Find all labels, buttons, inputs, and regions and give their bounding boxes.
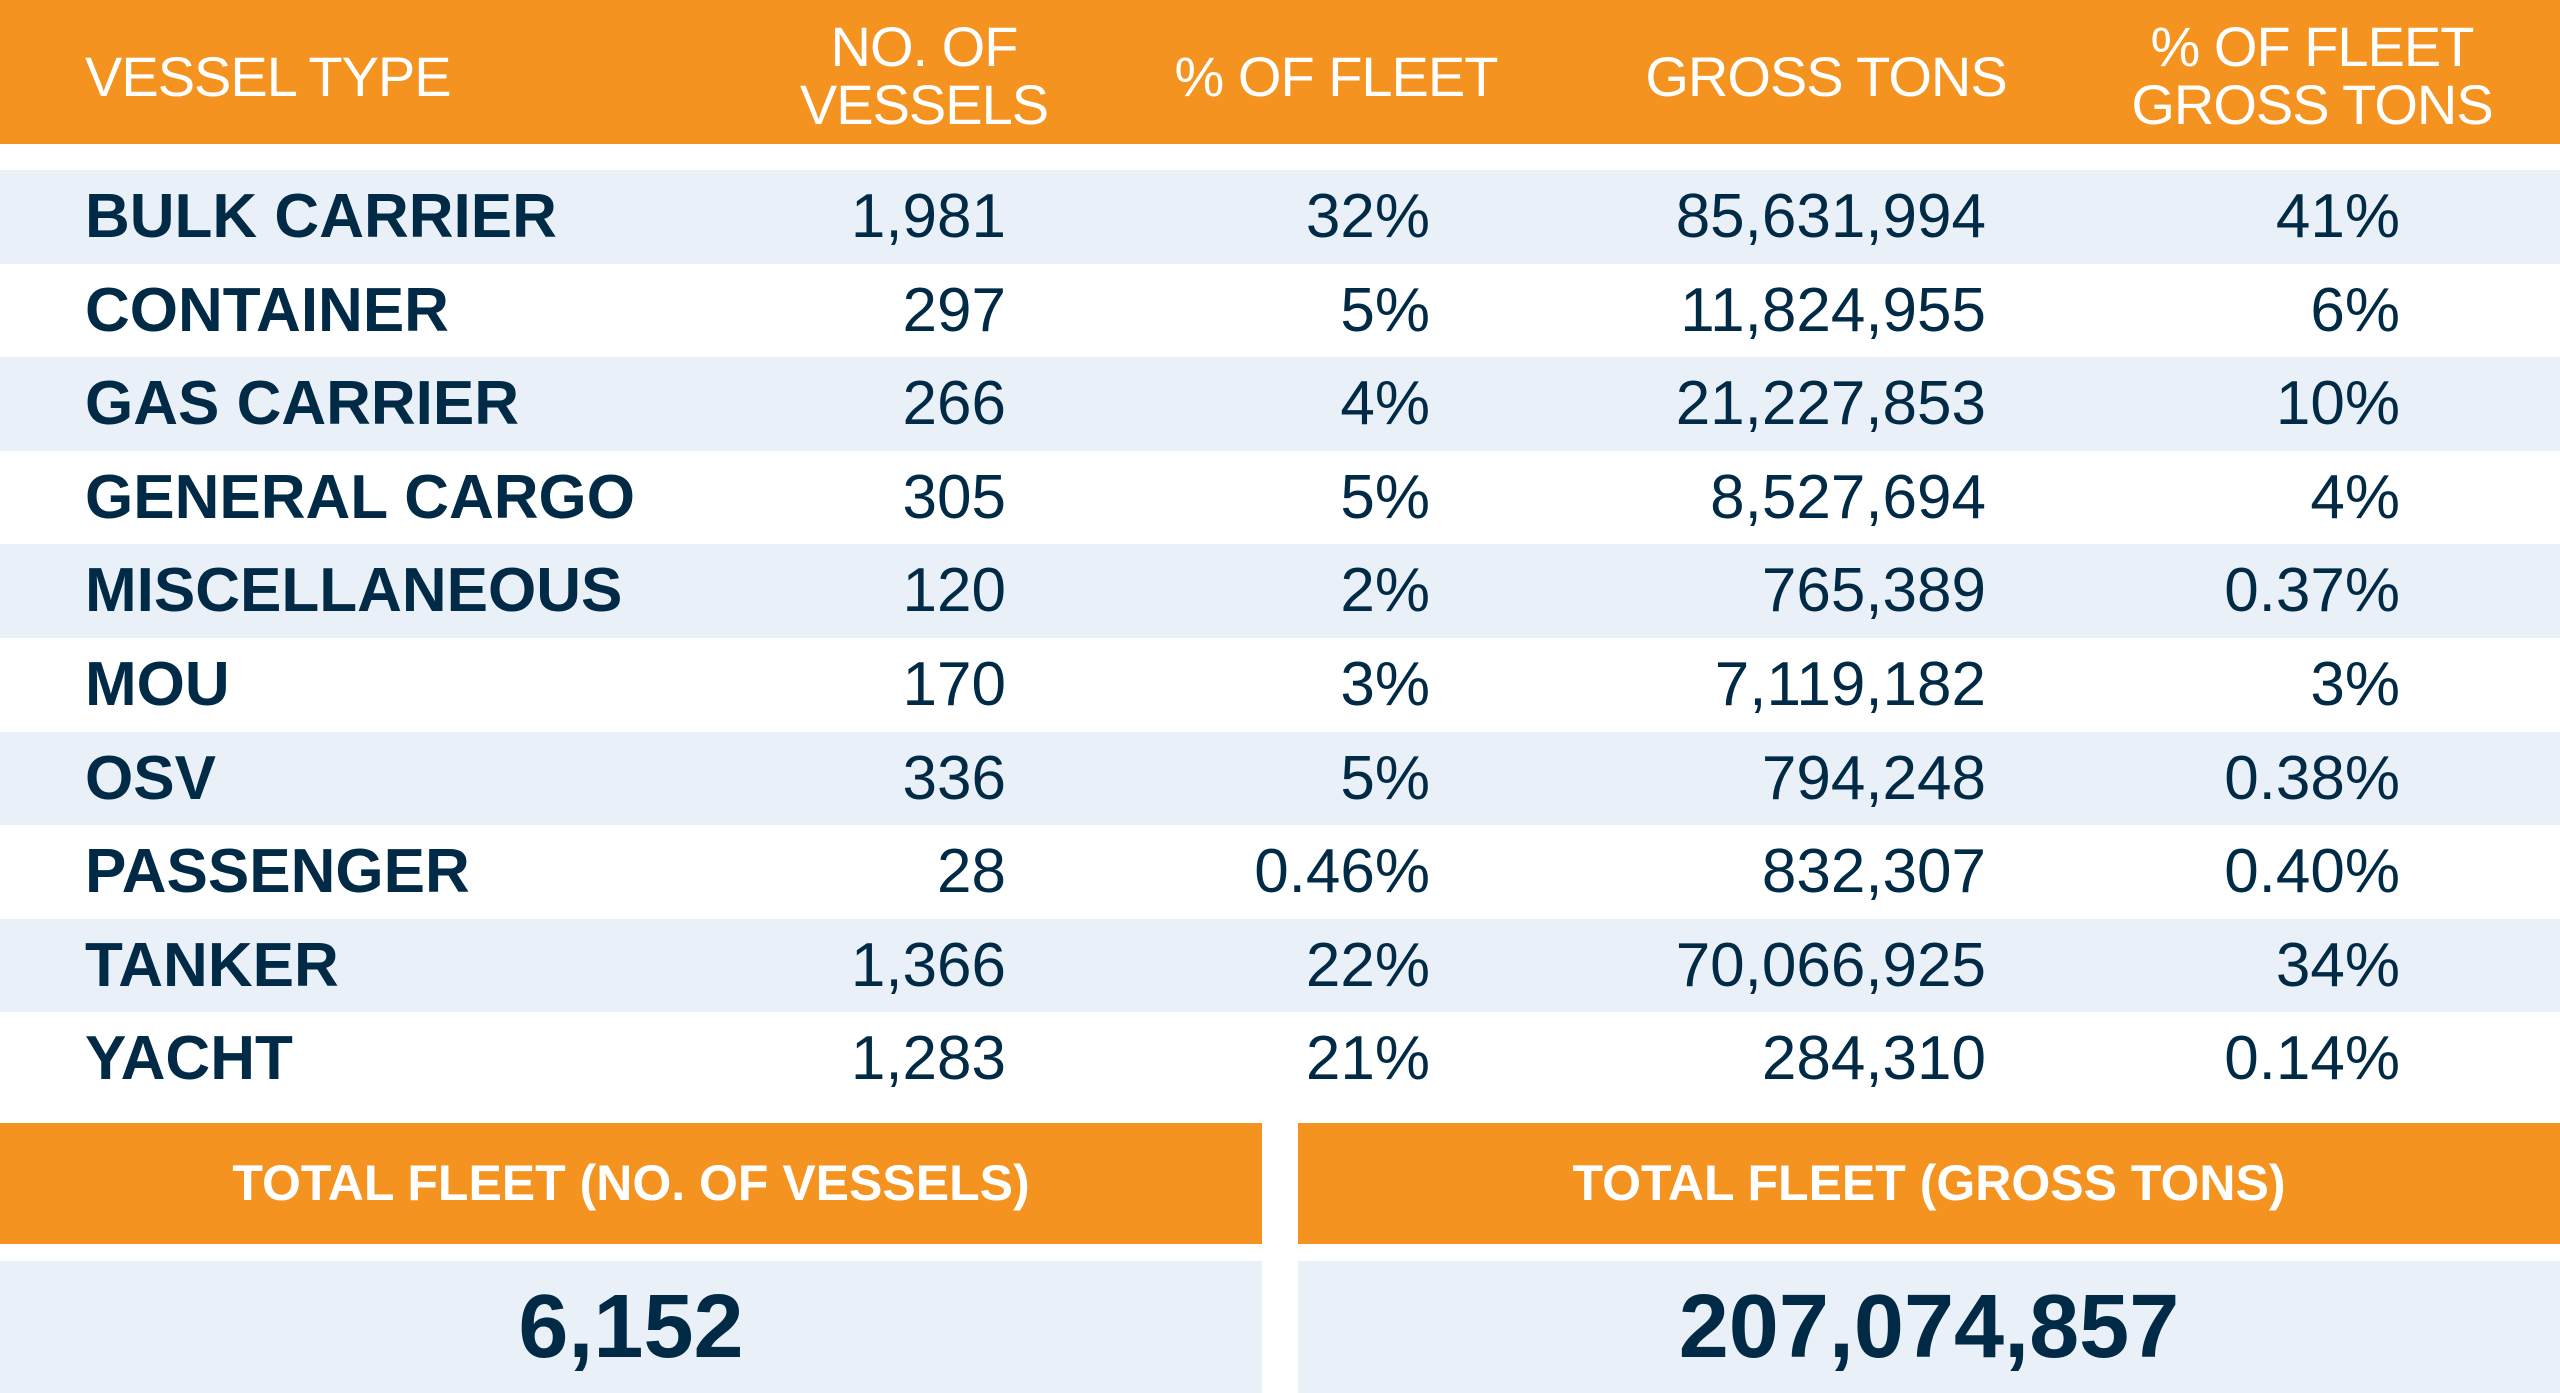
table-row: PASSENGER 28 0.46% 832,307 0.40% xyxy=(0,825,2560,919)
cell-no-vessels: 120 xyxy=(902,556,1006,626)
cell-no-vessels: 1,981 xyxy=(850,182,1006,251)
cell-vessel-type: GAS CARRIER xyxy=(85,369,520,439)
cell-pct-gross-tons: 3% xyxy=(2310,649,2400,719)
cell-gross-tons: 8,527,694 xyxy=(1710,462,1986,532)
cell-gross-tons: 765,389 xyxy=(1761,556,1986,626)
cell-pct-fleet: 22% xyxy=(1305,930,1430,1000)
cell-vessel-type: MISCELLANEOUS xyxy=(85,556,623,626)
table-row: TANKER 1,366 22% 70,066,925 34% xyxy=(0,918,2560,1013)
cell-pct-fleet: 5% xyxy=(1340,743,1430,813)
cell-gross-tons: 70,066,925 xyxy=(1675,930,1986,1000)
total-tons-label: TOTAL FLEET (GROSS TONS) xyxy=(1298,1123,2560,1244)
cell-pct-gross-tons: 41% xyxy=(2275,182,2400,251)
cell-vessel-type: MOU xyxy=(85,649,230,719)
cell-gross-tons: 832,307 xyxy=(1761,837,1986,907)
header-pct-fleet: % OF FLEET xyxy=(1174,45,1499,108)
table-row: OSV 336 5% 794,248 0.38% xyxy=(0,731,2560,826)
cell-pct-gross-tons: 10% xyxy=(2275,369,2400,439)
cell-no-vessels: 297 xyxy=(902,275,1006,345)
cell-pct-gross-tons: 34% xyxy=(2275,930,2400,1000)
cell-pct-gross-tons: 4% xyxy=(2310,462,2400,532)
cell-pct-fleet: 0.46% xyxy=(1254,837,1430,907)
header-no-vessels-line1: NO. OF xyxy=(830,15,1019,78)
cell-no-vessels: 1,283 xyxy=(850,1024,1006,1094)
cell-no-vessels: 28 xyxy=(937,837,1006,907)
table-row: GAS CARRIER 266 4% 21,227,853 10% xyxy=(0,357,2560,451)
cell-pct-fleet: 32% xyxy=(1305,182,1430,251)
table-row: MOU 170 3% 7,119,182 3% xyxy=(0,638,2560,732)
cell-pct-fleet: 21% xyxy=(1305,1024,1430,1094)
header-no-vessels-line2: VESSELS xyxy=(799,73,1049,136)
cell-no-vessels: 266 xyxy=(902,369,1006,439)
cell-gross-tons: 85,631,994 xyxy=(1675,182,1986,251)
header-pct-gross-tons: % OF FLEET GROSS TONS xyxy=(2082,18,2542,134)
cell-vessel-type: TANKER xyxy=(85,930,339,1000)
cell-pct-gross-tons: 0.40% xyxy=(2224,837,2400,907)
cell-no-vessels: 1,366 xyxy=(850,930,1006,1000)
table-row: CONTAINER 297 5% 11,824,955 6% xyxy=(0,264,2560,358)
cell-pct-gross-tons: 0.38% xyxy=(2224,743,2400,813)
header-no-vessels: NO. OF VESSELS xyxy=(774,18,1074,134)
cell-gross-tons: 7,119,182 xyxy=(1714,649,1986,719)
total-vessels-label: TOTAL FLEET (NO. OF VESSELS) xyxy=(0,1123,1262,1244)
table-body: BULK CARRIER 1,981 32% 85,631,994 41% CONTAIN… xyxy=(0,170,2560,1106)
cell-pct-fleet: 5% xyxy=(1340,275,1430,345)
cell-vessel-type: GENERAL CARGO xyxy=(85,462,636,532)
cell-vessel-type: BULK CARRIER xyxy=(85,182,557,251)
cell-pct-fleet: 2% xyxy=(1340,556,1430,626)
header-pct-gross-line2: GROSS TONS xyxy=(2131,73,2493,136)
table-row: BULK CARRIER 1,981 32% 85,631,994 41% xyxy=(0,170,2560,264)
total-vessels-value: 6,152 xyxy=(0,1261,1262,1393)
cell-gross-tons: 794,248 xyxy=(1761,743,1986,813)
cell-gross-tons: 284,310 xyxy=(1761,1024,1986,1094)
cell-vessel-type: PASSENGER xyxy=(85,837,470,907)
header-pct-gross-line1: % OF FLEET xyxy=(2150,15,2475,78)
table-header: VESSEL TYPE NO. OF VESSELS % OF FLEET GR… xyxy=(0,0,2560,144)
header-gross-tons: GROSS TONS xyxy=(1645,45,2007,108)
cell-no-vessels: 336 xyxy=(902,743,1006,813)
cell-pct-fleet: 5% xyxy=(1340,462,1430,532)
table-row: MISCELLANEOUS 120 2% 765,389 0.37% xyxy=(0,544,2560,638)
cell-gross-tons: 11,824,955 xyxy=(1680,275,1986,345)
cell-no-vessels: 305 xyxy=(902,462,1006,532)
cell-pct-fleet: 3% xyxy=(1340,649,1430,719)
table-row: YACHT 1,283 21% 284,310 0.14% xyxy=(0,1012,2560,1106)
cell-vessel-type: CONTAINER xyxy=(85,275,449,345)
cell-pct-gross-tons: 0.14% xyxy=(2224,1024,2400,1094)
cell-pct-gross-tons: 0.37% xyxy=(2224,556,2400,626)
cell-vessel-type: YACHT xyxy=(85,1024,293,1094)
header-vessel-type: VESSEL TYPE xyxy=(85,45,452,108)
cell-gross-tons: 21,227,853 xyxy=(1675,369,1986,439)
cell-pct-gross-tons: 6% xyxy=(2310,275,2400,345)
cell-vessel-type: OSV xyxy=(85,743,216,813)
total-tons-value: 207,074,857 xyxy=(1298,1261,2560,1393)
cell-pct-fleet: 4% xyxy=(1340,369,1430,439)
cell-no-vessels: 170 xyxy=(902,649,1006,719)
table-row: GENERAL CARGO 305 5% 8,527,694 4% xyxy=(0,451,2560,545)
